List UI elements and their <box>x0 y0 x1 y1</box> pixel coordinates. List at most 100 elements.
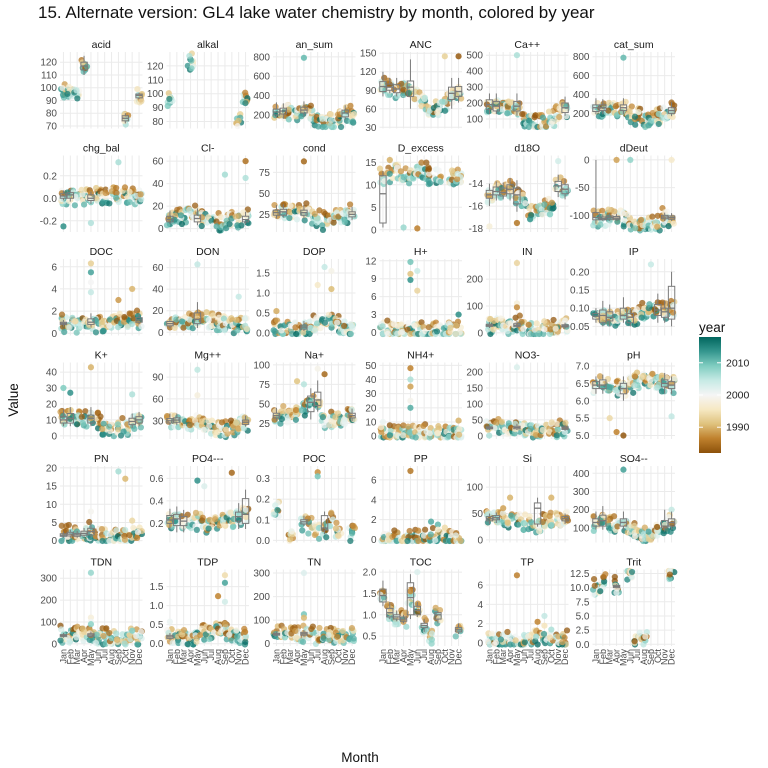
outlier-point <box>455 311 462 318</box>
facet-alkal: alkal 80 90 100 110 120 <box>147 39 251 130</box>
data-point <box>517 196 525 203</box>
y-tick-label: 110 <box>148 75 164 86</box>
data-point <box>671 375 678 382</box>
data-point <box>58 311 66 318</box>
data-point <box>66 324 73 331</box>
data-point <box>180 324 187 331</box>
y-tick-label: 25 <box>259 419 271 430</box>
data-point <box>541 326 548 333</box>
data-point <box>200 426 207 433</box>
data-point <box>212 516 219 523</box>
data-point <box>426 430 433 437</box>
facet-TDN: TDN0100200300JanFebMarAprMayJunJulAugSep… <box>40 557 145 666</box>
data-point <box>334 532 342 539</box>
outlier-point <box>60 223 67 230</box>
data-point <box>332 414 339 421</box>
data-point <box>218 419 226 426</box>
y-tick-label: 0 <box>51 639 57 650</box>
data-point <box>128 320 136 328</box>
data-point <box>350 522 357 530</box>
chart-title: 15. Alternate version: GL4 lake water ch… <box>38 3 595 22</box>
y-tick-label: 7.0 <box>576 361 590 372</box>
facet-label: cond <box>303 143 326 155</box>
data-point <box>407 330 414 338</box>
facet-label: cat_sum <box>614 39 654 51</box>
data-point <box>553 420 560 427</box>
data-point <box>198 222 205 230</box>
data-point <box>305 530 312 537</box>
data-point <box>114 421 121 428</box>
outlier-point <box>129 627 136 634</box>
y-tick-label: 0.4 <box>150 496 164 507</box>
data-point <box>78 186 85 193</box>
data-point <box>390 320 397 328</box>
data-point <box>458 95 465 102</box>
outlier-point <box>194 477 201 484</box>
outlier-point <box>407 365 414 372</box>
outlier-point <box>87 219 95 227</box>
outlier-point <box>129 517 136 524</box>
data-point <box>188 57 195 64</box>
y-tick-label: 0 <box>264 639 270 650</box>
facet-TDP: TDP0.00.51.01.5JanFebMarAprMayJunJulAugS… <box>150 557 251 667</box>
data-point <box>514 521 522 528</box>
outlier-point <box>87 289 95 296</box>
data-point <box>456 425 463 433</box>
y-tick-label: 0.2 <box>256 495 270 506</box>
y-tick-label: 20 <box>152 306 164 317</box>
facet-label: TDN <box>90 557 112 569</box>
data-point <box>402 165 409 172</box>
data-point <box>504 519 511 526</box>
y-tick-label: 100 <box>466 399 483 410</box>
data-point <box>65 521 72 529</box>
outlier-point <box>513 219 521 227</box>
y-tick-label: 90 <box>46 96 58 107</box>
data-point <box>562 317 569 324</box>
data-point <box>92 329 100 336</box>
y-tick-label: 50 <box>259 399 271 410</box>
data-point <box>670 220 677 227</box>
data-point <box>281 211 288 218</box>
y-tick-label: 6 <box>371 292 377 303</box>
data-point <box>233 627 240 634</box>
data-point <box>82 408 89 415</box>
data-point <box>97 413 104 420</box>
y-tick-label: 1.5 <box>256 269 270 280</box>
outlier-point <box>407 404 414 411</box>
y-tick-label: 100 <box>147 89 164 100</box>
data-point <box>404 537 411 545</box>
data-point <box>448 167 456 174</box>
data-point <box>77 323 85 330</box>
outlier-point <box>328 267 335 275</box>
y-tick-label: 4 <box>51 284 57 295</box>
data-point <box>399 328 406 336</box>
data-point <box>670 309 677 316</box>
data-point <box>597 221 604 228</box>
outlier-point <box>221 171 229 178</box>
data-point <box>397 168 405 175</box>
facet-Si: Si 0 50 100 <box>466 453 572 546</box>
outlier-point <box>627 156 634 164</box>
data-point <box>452 330 459 338</box>
data-point <box>126 188 133 195</box>
facet-label: PP <box>414 453 428 465</box>
data-point <box>599 307 606 314</box>
data-point <box>341 318 348 325</box>
y-tick-label: 100 <box>573 523 590 534</box>
y-tick-label: 200 <box>466 275 483 286</box>
box <box>379 175 387 224</box>
data-point <box>670 303 677 310</box>
y-tick-label: 30 <box>365 123 377 134</box>
data-point <box>505 320 512 327</box>
data-point <box>106 200 113 207</box>
data-point <box>386 432 393 439</box>
data-point <box>300 329 307 336</box>
y-tick-label: 100 <box>40 83 57 94</box>
data-point <box>285 116 292 123</box>
data-point <box>400 86 407 93</box>
data-point <box>232 419 240 426</box>
y-tick-label: 0 <box>371 328 377 339</box>
data-point <box>605 99 613 106</box>
data-point <box>58 522 65 529</box>
data-point <box>113 630 120 637</box>
